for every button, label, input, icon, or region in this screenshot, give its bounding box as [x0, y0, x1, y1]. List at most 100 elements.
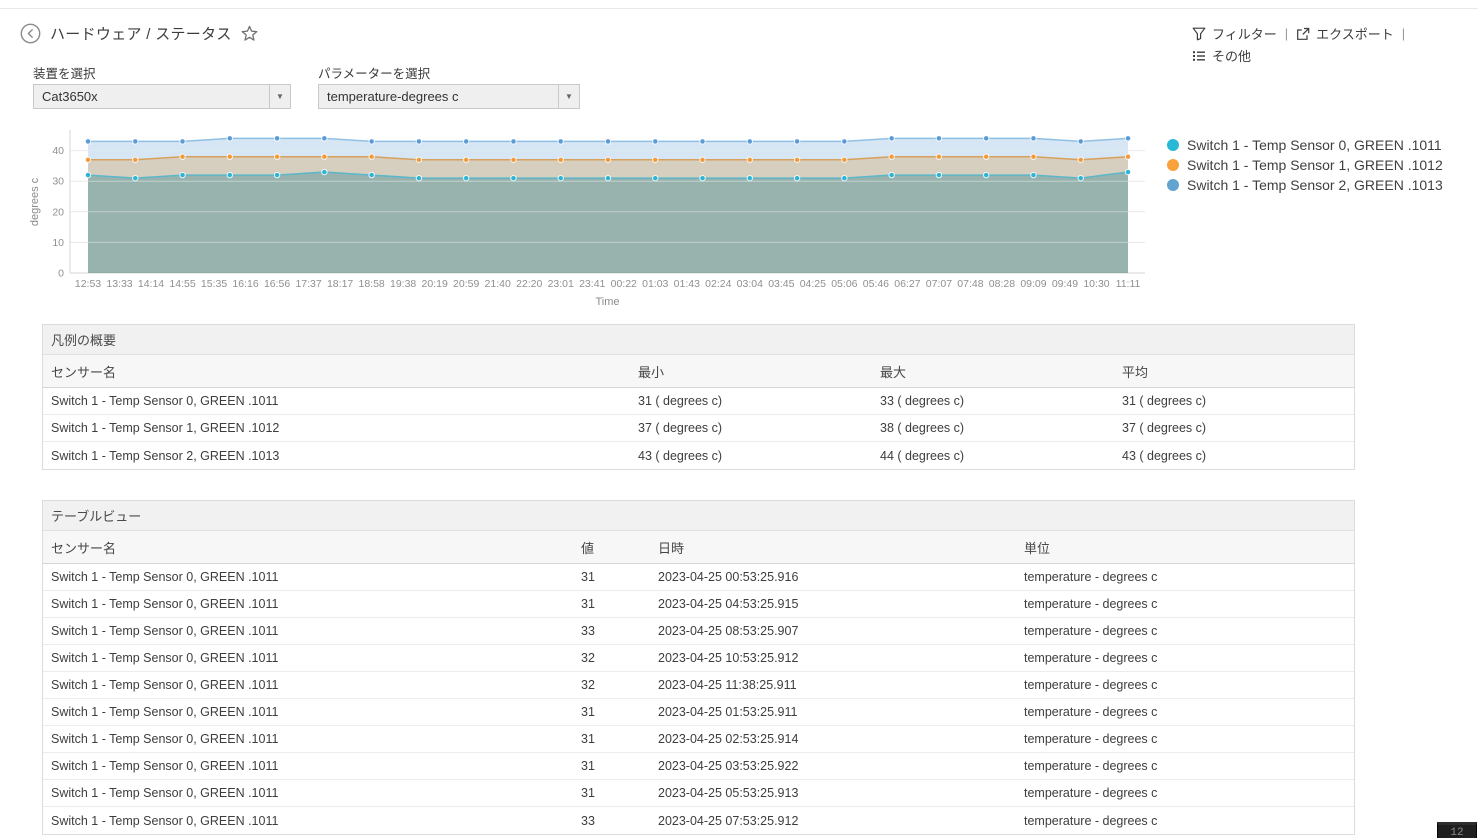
- table-cell: 2023-04-25 00:53:25.916: [658, 570, 799, 584]
- legend-label: Switch 1 - Temp Sensor 2, GREEN .1013: [1187, 177, 1443, 193]
- top-divider: [0, 8, 1478, 9]
- svg-text:20: 20: [52, 206, 64, 218]
- column-header: 単位: [1024, 540, 1051, 556]
- device-select-value: Cat3650x: [42, 89, 98, 104]
- legend-label: Switch 1 - Temp Sensor 1, GREEN .1012: [1187, 157, 1443, 173]
- svg-text:17:37: 17:37: [295, 278, 321, 290]
- table-cell: 43 ( degrees c): [638, 448, 723, 463]
- page-title: ハードウェア / ステータス: [50, 25, 232, 43]
- parameter-select[interactable]: temperature-degrees c ▼: [318, 84, 580, 109]
- view-table-header: センサー名 値 日時 単位: [43, 531, 1354, 564]
- table-cell: 2023-04-25 07:53:25.912: [658, 813, 799, 828]
- export-button[interactable]: エクスポート: [1296, 24, 1394, 43]
- table-cell: Switch 1 - Temp Sensor 0, GREEN .1011: [51, 705, 279, 719]
- svg-text:23:01: 23:01: [548, 278, 574, 290]
- svg-text:03:45: 03:45: [768, 278, 794, 290]
- table-row: Switch 1 - Temp Sensor 0, GREEN .1011 31 2…: [43, 726, 1354, 753]
- corner-badge: 12: [1437, 822, 1477, 838]
- summary-table-header: センサー名 最小 最大 平均: [43, 355, 1354, 388]
- svg-text:01:03: 01:03: [642, 278, 668, 290]
- table-cell: 32: [581, 678, 595, 692]
- svg-text:23:41: 23:41: [579, 278, 605, 290]
- table-cell: 2023-04-25 11:38:25.911: [658, 678, 797, 692]
- table-cell: 31: [581, 759, 595, 773]
- column-header: 値: [581, 540, 595, 556]
- table-cell: 33: [581, 813, 595, 828]
- svg-text:20:59: 20:59: [453, 278, 479, 290]
- svg-text:16:16: 16:16: [232, 278, 258, 290]
- column-header: 平均: [1122, 364, 1149, 380]
- table-cell: Switch 1 - Temp Sensor 1, GREEN .1012: [51, 421, 280, 435]
- svg-text:20:19: 20:19: [422, 278, 448, 290]
- table-cell: 2023-04-25 05:53:25.913: [658, 786, 799, 800]
- table-cell: Switch 1 - Temp Sensor 0, GREEN .1011: [51, 570, 279, 584]
- svg-text:18:58: 18:58: [358, 278, 384, 290]
- table-cell: Switch 1 - Temp Sensor 0, GREEN .1011: [51, 394, 279, 408]
- table-cell: temperature - degrees c: [1024, 624, 1158, 638]
- parameter-select-value: temperature-degrees c: [327, 89, 459, 104]
- legend-item[interactable]: Switch 1 - Temp Sensor 0, GREEN .1011: [1167, 135, 1443, 155]
- table-cell: 31: [581, 732, 595, 746]
- table-cell: 31 ( degrees c): [1122, 394, 1207, 408]
- filter-button[interactable]: フィルター: [1192, 24, 1277, 43]
- table-row: Switch 1 - Temp Sensor 0, GREEN .1011 33 2…: [43, 618, 1354, 645]
- table-cell: 2023-04-25 02:53:25.914: [658, 732, 799, 746]
- legend-item[interactable]: Switch 1 - Temp Sensor 2, GREEN .1013: [1167, 175, 1443, 195]
- favorite-star-icon[interactable]: [241, 25, 258, 42]
- svg-text:22:20: 22:20: [516, 278, 542, 290]
- table-cell: temperature - degrees c: [1024, 732, 1158, 746]
- legend-item[interactable]: Switch 1 - Temp Sensor 1, GREEN .1012: [1167, 155, 1443, 175]
- svg-text:02:24: 02:24: [705, 278, 731, 290]
- device-select-label: 装置を選択: [33, 67, 96, 81]
- table-row: Switch 1 - Temp Sensor 0, GREEN .1011 31 2…: [43, 564, 1354, 591]
- svg-text:14:55: 14:55: [169, 278, 195, 290]
- svg-text:05:46: 05:46: [863, 278, 889, 290]
- svg-text:15:35: 15:35: [201, 278, 227, 290]
- table-row: Switch 1 - Temp Sensor 0, GREEN .1011 31 2…: [43, 591, 1354, 618]
- table-row: Switch 1 - Temp Sensor 0, GREEN .1011 32 2…: [43, 672, 1354, 699]
- svg-text:21:40: 21:40: [485, 278, 511, 290]
- header-actions: フィルター | エクスポート | その他: [1192, 24, 1412, 65]
- table-row: Switch 1 - Temp Sensor 0, GREEN .1011 31 …: [43, 388, 1354, 415]
- svg-text:10: 10: [52, 237, 64, 249]
- table-cell: Switch 1 - Temp Sensor 0, GREEN .1011: [51, 759, 279, 773]
- table-cell: 2023-04-25 08:53:25.907: [658, 624, 799, 638]
- table-cell: temperature - degrees c: [1024, 678, 1158, 692]
- svg-text:09:49: 09:49: [1052, 278, 1078, 290]
- legend-dot-icon: [1167, 179, 1179, 191]
- table-cell: 31 ( degrees c): [638, 394, 723, 408]
- chevron-down-icon: ▼: [558, 85, 579, 108]
- more-button[interactable]: その他: [1192, 46, 1251, 65]
- table-cell: Switch 1 - Temp Sensor 0, GREEN .1011: [51, 597, 279, 611]
- svg-text:01:43: 01:43: [674, 278, 700, 290]
- temperature-area-chart[interactable]: 0 10 20 30 40 12:53 13:33 14:14 14:55 15:35 16:16 1…: [0, 122, 1160, 314]
- svg-text:12:53: 12:53: [75, 278, 101, 290]
- table-cell: 31: [581, 705, 595, 719]
- legend-dot-icon: [1167, 139, 1179, 151]
- table-cell: Switch 1 - Temp Sensor 2, GREEN .1013: [51, 448, 280, 463]
- back-button[interactable]: [20, 23, 41, 44]
- svg-text:Time: Time: [595, 296, 619, 308]
- chevron-down-icon: ▼: [269, 85, 290, 108]
- table-cell: temperature - degrees c: [1024, 786, 1158, 800]
- svg-text:30: 30: [52, 176, 64, 188]
- svg-text:04:25: 04:25: [800, 278, 826, 290]
- column-header: センサー名: [51, 364, 117, 380]
- svg-text:degrees c: degrees c: [29, 177, 41, 226]
- table-cell: temperature - degrees c: [1024, 705, 1158, 719]
- chart-legend: Switch 1 - Temp Sensor 0, GREEN .1011 Swi…: [1167, 135, 1443, 195]
- table-cell: 37 ( degrees c): [1122, 421, 1207, 435]
- device-select[interactable]: Cat3650x ▼: [33, 84, 291, 109]
- column-header: センサー名: [51, 540, 117, 556]
- table-view-title: テーブルビュー: [43, 501, 1354, 531]
- filter-icon: [1192, 27, 1206, 40]
- column-header: 最小: [638, 364, 665, 380]
- table-cell: Switch 1 - Temp Sensor 0, GREEN .1011: [51, 786, 279, 800]
- table-cell: 2023-04-25 04:53:25.915: [658, 597, 799, 611]
- svg-text:00:22: 00:22: [611, 278, 637, 290]
- table-cell: temperature - degrees c: [1024, 651, 1158, 665]
- separator: |: [1284, 26, 1289, 41]
- table-cell: Switch 1 - Temp Sensor 0, GREEN .1011: [51, 813, 279, 828]
- column-header: 最大: [880, 364, 907, 380]
